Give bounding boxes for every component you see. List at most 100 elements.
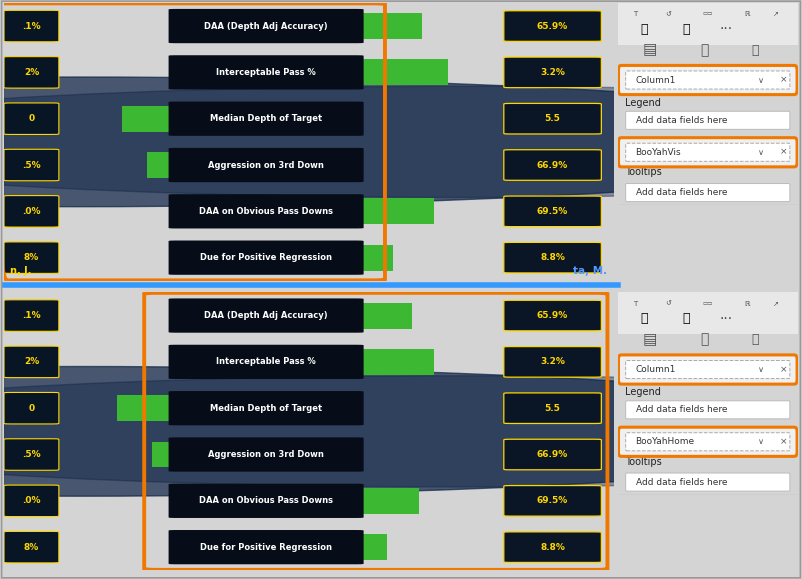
Text: ×: × bbox=[780, 437, 788, 446]
FancyBboxPatch shape bbox=[4, 57, 59, 88]
FancyBboxPatch shape bbox=[618, 65, 797, 94]
Text: 🖼: 🖼 bbox=[683, 312, 690, 325]
Text: Tooltips: Tooltips bbox=[625, 167, 662, 177]
FancyBboxPatch shape bbox=[504, 196, 602, 226]
FancyBboxPatch shape bbox=[504, 439, 602, 470]
FancyBboxPatch shape bbox=[504, 393, 602, 423]
FancyBboxPatch shape bbox=[168, 437, 363, 472]
FancyBboxPatch shape bbox=[4, 103, 59, 134]
Bar bbox=[618, 3, 798, 45]
Text: Median Depth of Target: Median Depth of Target bbox=[210, 114, 322, 123]
Bar bbox=[361, 199, 434, 224]
Text: 65.9%: 65.9% bbox=[537, 21, 568, 31]
FancyBboxPatch shape bbox=[168, 530, 363, 565]
FancyBboxPatch shape bbox=[504, 301, 602, 331]
Text: .5%: .5% bbox=[22, 160, 41, 170]
Text: 69.5%: 69.5% bbox=[537, 207, 568, 216]
Text: DAA on Obvious Pass Downs: DAA on Obvious Pass Downs bbox=[199, 207, 333, 216]
Text: ∨: ∨ bbox=[758, 148, 764, 157]
Text: n, J.: n, J. bbox=[10, 266, 31, 276]
Bar bbox=[361, 349, 434, 375]
Text: .1%: .1% bbox=[22, 21, 41, 31]
FancyBboxPatch shape bbox=[618, 355, 797, 384]
Text: DAA (Depth Adj Accuracy): DAA (Depth Adj Accuracy) bbox=[205, 311, 328, 320]
Text: Median Depth of Target: Median Depth of Target bbox=[210, 404, 322, 413]
Text: 🖌: 🖌 bbox=[700, 43, 708, 57]
Bar bbox=[147, 152, 168, 178]
FancyBboxPatch shape bbox=[626, 361, 790, 379]
Bar bbox=[152, 442, 168, 467]
Text: Tooltips: Tooltips bbox=[625, 457, 662, 467]
Text: 🖼: 🖼 bbox=[683, 23, 690, 36]
FancyBboxPatch shape bbox=[168, 101, 363, 136]
FancyBboxPatch shape bbox=[168, 9, 363, 43]
FancyBboxPatch shape bbox=[4, 393, 59, 424]
Bar bbox=[117, 395, 168, 421]
Text: T: T bbox=[634, 301, 638, 306]
Text: Aggression on 3rd Down: Aggression on 3rd Down bbox=[209, 160, 324, 170]
Text: 🔍: 🔍 bbox=[751, 333, 759, 346]
FancyBboxPatch shape bbox=[4, 532, 59, 563]
Circle shape bbox=[0, 77, 802, 207]
Text: Column1: Column1 bbox=[635, 75, 676, 85]
Text: Interceptable Pass %: Interceptable Pass % bbox=[217, 68, 316, 77]
Text: 2%: 2% bbox=[24, 68, 39, 77]
FancyBboxPatch shape bbox=[626, 433, 790, 451]
Text: Add data fields here: Add data fields here bbox=[635, 405, 727, 415]
FancyBboxPatch shape bbox=[4, 242, 59, 273]
Bar bbox=[122, 106, 168, 131]
Text: 🔍: 🔍 bbox=[751, 43, 759, 57]
Text: Aggression on 3rd Down: Aggression on 3rd Down bbox=[209, 450, 324, 459]
FancyBboxPatch shape bbox=[4, 485, 59, 516]
Text: ta, M.: ta, M. bbox=[573, 266, 607, 276]
Text: ▤: ▤ bbox=[643, 43, 657, 58]
Text: ▤: ▤ bbox=[643, 332, 657, 347]
Text: ↺: ↺ bbox=[665, 11, 671, 17]
Bar bbox=[361, 13, 422, 39]
FancyBboxPatch shape bbox=[504, 57, 602, 87]
Text: 2%: 2% bbox=[24, 357, 39, 367]
FancyBboxPatch shape bbox=[4, 346, 59, 378]
FancyBboxPatch shape bbox=[504, 243, 602, 273]
FancyBboxPatch shape bbox=[618, 138, 797, 167]
Text: 65.9%: 65.9% bbox=[537, 311, 568, 320]
Text: BooYahVis: BooYahVis bbox=[635, 148, 681, 157]
Text: 0: 0 bbox=[28, 404, 34, 413]
Text: 3.2%: 3.2% bbox=[540, 68, 565, 77]
Text: .0%: .0% bbox=[22, 207, 41, 216]
Circle shape bbox=[0, 367, 802, 496]
FancyBboxPatch shape bbox=[4, 300, 59, 331]
Text: Axis: Axis bbox=[625, 356, 645, 365]
Text: 5.5: 5.5 bbox=[545, 404, 561, 413]
FancyBboxPatch shape bbox=[626, 473, 790, 491]
FancyBboxPatch shape bbox=[168, 298, 363, 333]
Text: ▭▭: ▭▭ bbox=[703, 12, 713, 17]
Bar bbox=[361, 245, 393, 270]
Text: .5%: .5% bbox=[22, 450, 41, 459]
FancyBboxPatch shape bbox=[618, 427, 797, 456]
FancyBboxPatch shape bbox=[4, 439, 59, 470]
Text: BooYahHome: BooYahHome bbox=[635, 437, 695, 446]
Bar bbox=[618, 292, 798, 334]
FancyBboxPatch shape bbox=[168, 391, 363, 426]
FancyBboxPatch shape bbox=[626, 184, 790, 201]
Text: Legend: Legend bbox=[625, 98, 661, 108]
Text: ∨: ∨ bbox=[758, 437, 764, 446]
Text: 8.8%: 8.8% bbox=[540, 253, 565, 262]
FancyBboxPatch shape bbox=[626, 401, 790, 419]
FancyBboxPatch shape bbox=[168, 483, 363, 518]
FancyBboxPatch shape bbox=[504, 104, 602, 134]
Text: Value: Value bbox=[625, 428, 652, 438]
Text: Column1: Column1 bbox=[635, 365, 676, 374]
Text: 66.9%: 66.9% bbox=[537, 450, 568, 459]
Text: .0%: .0% bbox=[22, 496, 41, 505]
FancyBboxPatch shape bbox=[504, 486, 602, 516]
Text: 🖌: 🖌 bbox=[700, 333, 708, 347]
Text: 8%: 8% bbox=[24, 253, 39, 262]
Text: 8%: 8% bbox=[24, 543, 39, 552]
FancyBboxPatch shape bbox=[626, 143, 790, 162]
FancyBboxPatch shape bbox=[504, 347, 602, 377]
Text: Legend: Legend bbox=[625, 387, 661, 397]
FancyBboxPatch shape bbox=[168, 345, 363, 379]
Text: ℝ: ℝ bbox=[745, 301, 750, 306]
